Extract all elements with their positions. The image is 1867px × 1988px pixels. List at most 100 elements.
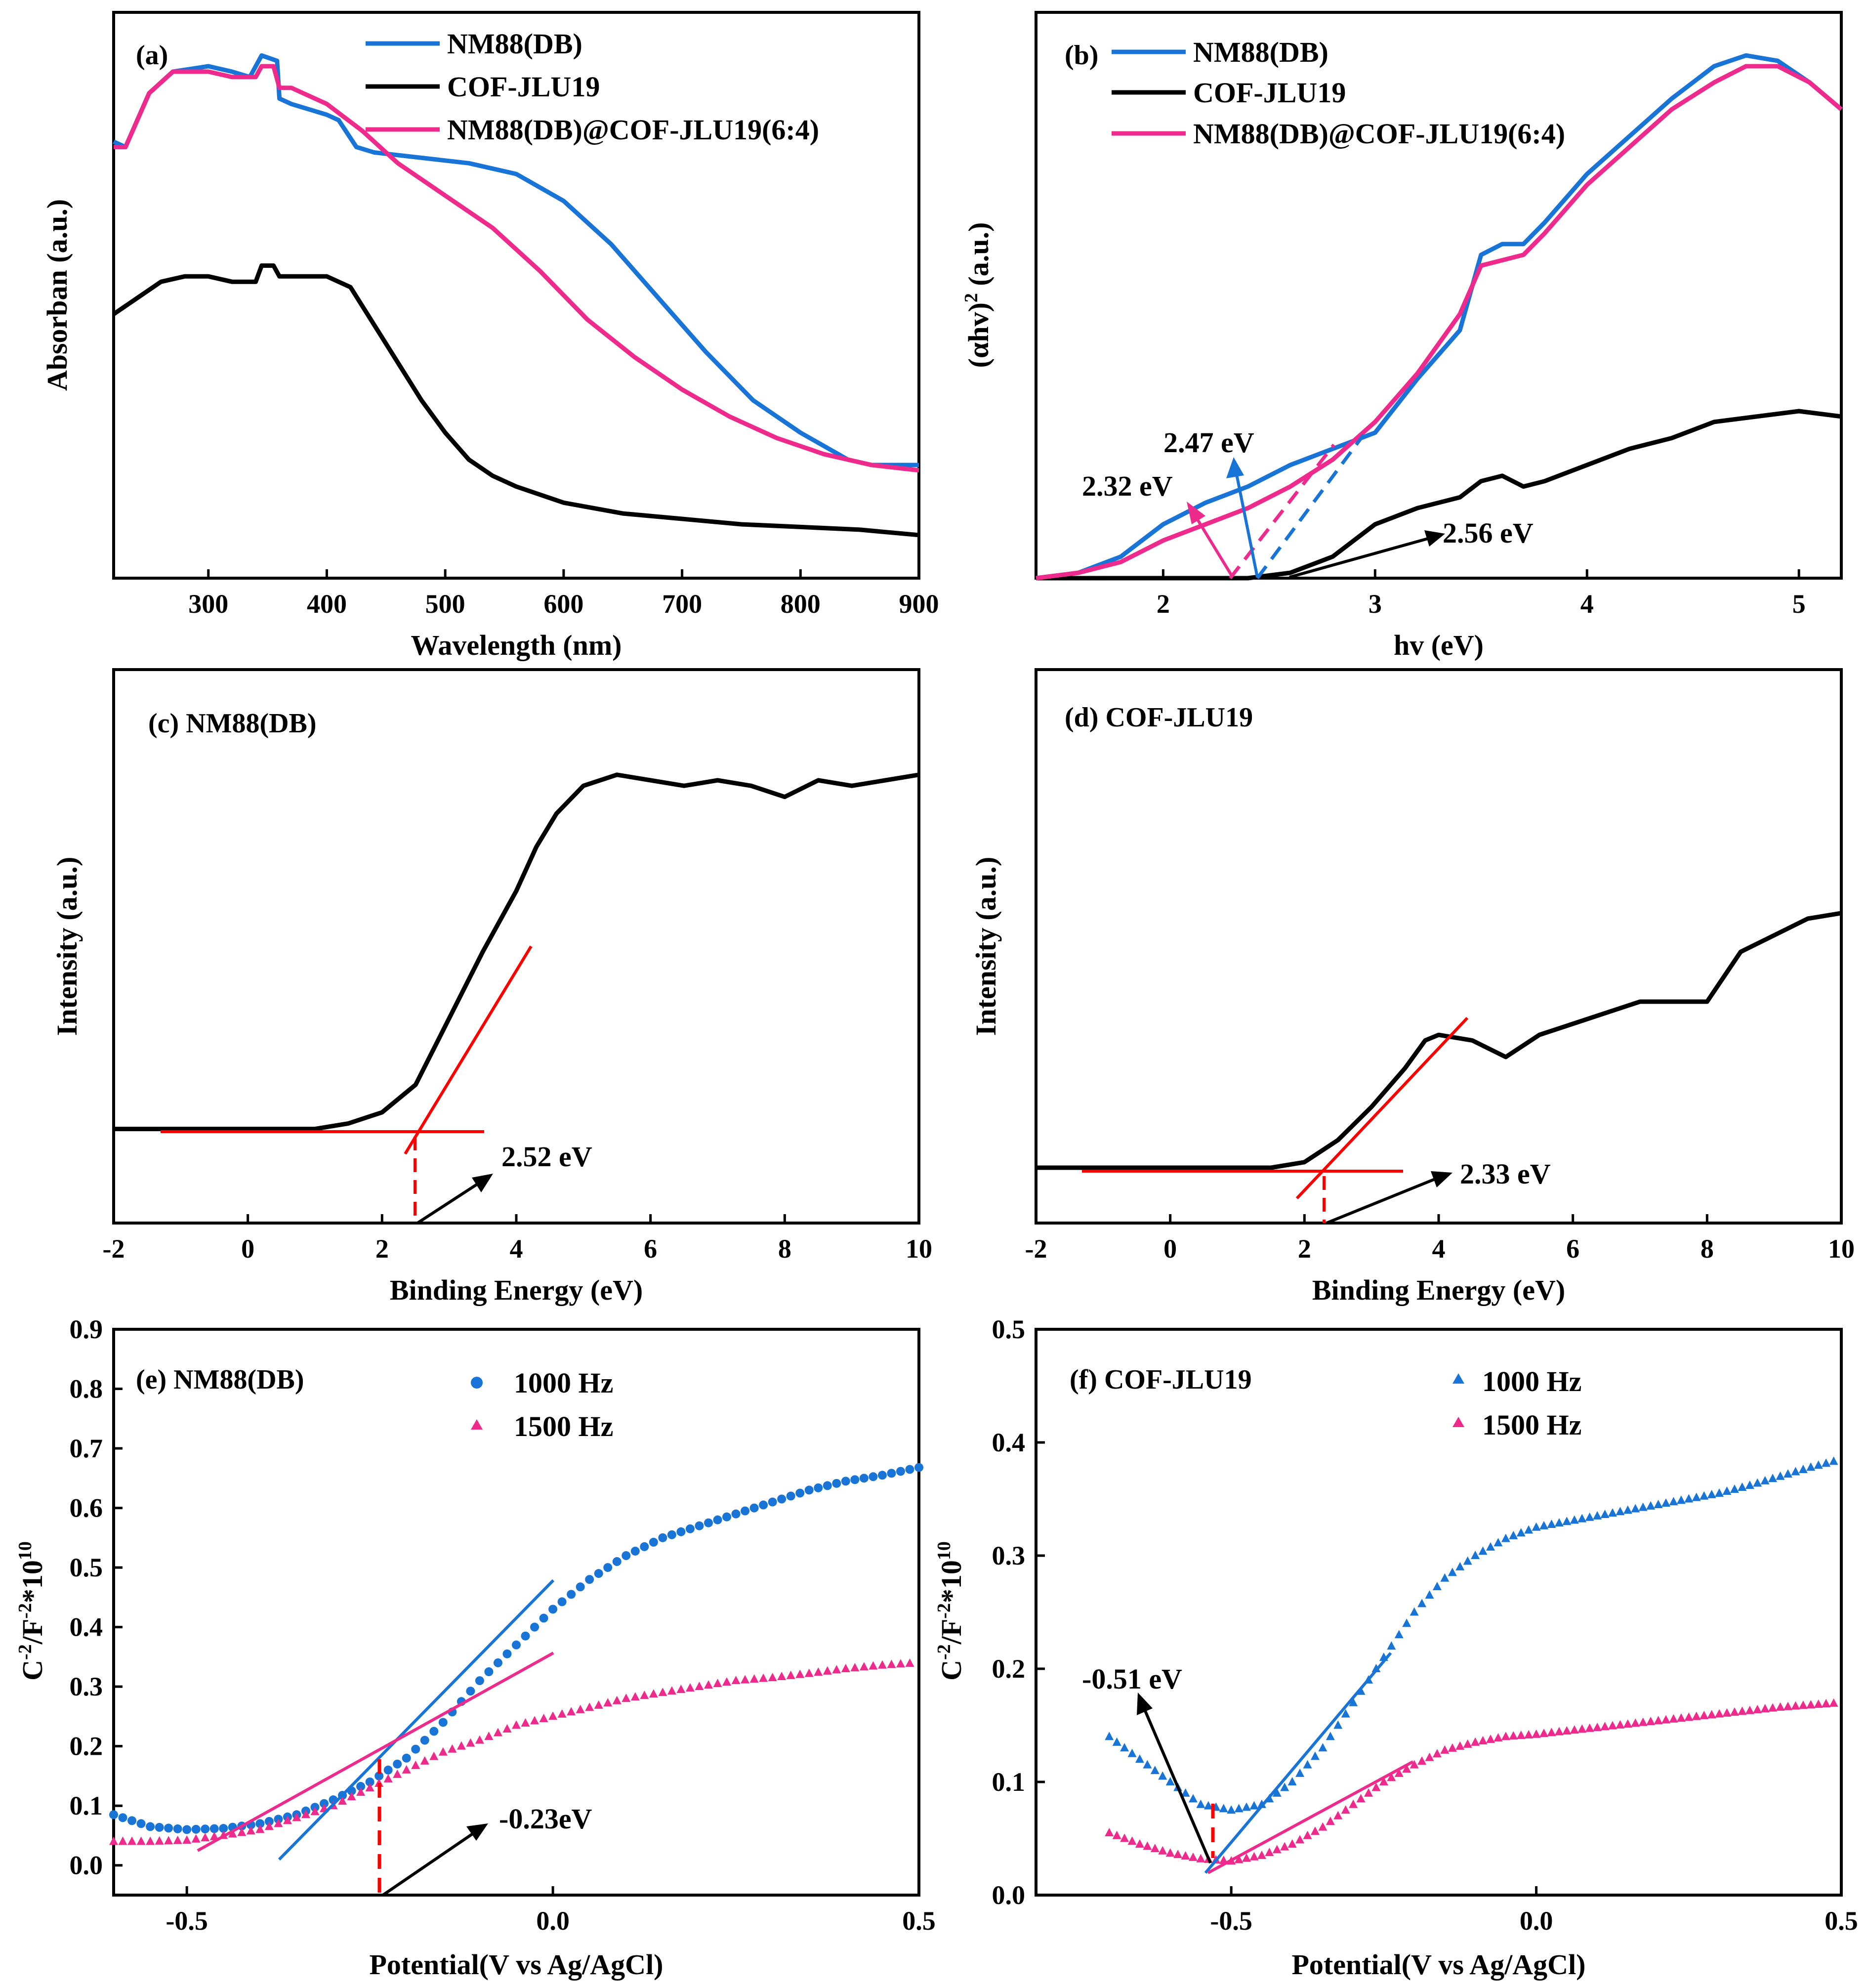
plot-frame [112,1328,920,1897]
marker [1150,1844,1160,1853]
x-tick-label: 4 [510,1234,523,1264]
marker [603,1563,613,1572]
marker [685,1524,695,1533]
marker [1303,1830,1312,1839]
y-tick-label: 0.2 [70,1732,103,1761]
marker [411,1760,420,1769]
series-1500-hz [109,1658,919,1845]
marker [795,1669,805,1678]
marker [429,1751,439,1760]
marker [1417,1599,1427,1607]
marker [1516,1731,1526,1739]
marker [1143,1841,1152,1850]
marker [1600,1509,1610,1518]
marker [466,1738,475,1747]
marker [749,1674,759,1683]
marker [164,1836,173,1845]
marker [438,1718,448,1727]
marker [1295,1835,1305,1844]
marker [814,1483,823,1492]
marker [777,1494,787,1504]
marker [1516,1528,1526,1537]
marker [1310,1751,1320,1760]
marker [1562,1726,1572,1734]
marker [1234,1855,1244,1863]
marker [1402,1618,1411,1627]
marker [1318,1822,1328,1831]
marker [557,1709,567,1718]
marker [877,1660,887,1669]
marker [1730,1707,1739,1716]
marker [1448,1567,1457,1576]
plot-frame [1035,11,1843,580]
x-axis-label: Binding Energy (eV) [390,1274,643,1306]
arrow-2.56 [1289,537,1428,579]
x-tick-label: 700 [662,589,702,619]
marker [1570,1515,1579,1524]
marker [557,1597,567,1607]
x-tick-label: 300 [188,589,228,619]
series-layer [114,772,919,1132]
y-axis-label: Intensity (a.u.) [51,857,83,1036]
x-tick-label: 4 [1432,1234,1446,1264]
marker [209,1824,219,1833]
marker [640,1691,649,1699]
marker [1425,1752,1434,1761]
marker [448,1744,457,1753]
marker [1593,1511,1602,1520]
series-1000-hz [1105,1456,1842,1814]
arrowhead-2.47 [1226,457,1244,478]
x-tick-label: 5 [1792,589,1806,619]
marker [859,1474,869,1483]
marker [1181,1788,1190,1797]
marker [484,1732,494,1740]
marker [127,1836,137,1845]
legend-label-1000hz: 1000 Hz [514,1367,613,1399]
tick-layer: -2 0 2 4 6 8 10 [1025,1214,1855,1264]
marker [484,1667,494,1677]
marker [1822,1698,1831,1707]
y-axis-label: Intensity (a.u.) [970,857,1002,1036]
x-tick-label: -0.5 [166,1906,207,1936]
marker [411,1744,420,1754]
y-tick-label: 0.4 [992,1428,1026,1457]
series-line-cof-jlu19 [112,263,919,538]
tick-layer: -0.5 0.0 0.5 0.0 0.1 0.2 0.3 0.4 0.5 0.6 0.7 0.8 0.9 [70,1314,936,1936]
marker [173,1824,182,1833]
panel-a: 300 400 500 600 700 800 900 (a) NM88(DB) COF-J… [41,11,939,661]
marker [567,1590,576,1599]
marker [1532,1522,1541,1531]
x-tick-label: 4 [1580,589,1594,619]
panel-b: 2 3 4 5 (b) NM88(DB) COF-JLU19 NM88(DB)@COF… [961,11,1843,661]
marker [804,1485,814,1495]
marker [658,1688,667,1696]
x-tick-label: 900 [899,589,939,619]
marker [255,1819,265,1828]
marker [1181,1851,1190,1860]
marker [1585,1723,1594,1732]
legend-label-composite: NM88(DB)@COF-JLU19(6:4) [447,114,819,146]
marker [1127,1748,1137,1757]
marker [877,1471,887,1480]
marker [1410,1607,1419,1616]
y-axis-label: C-2/F-2*1010 [934,1541,967,1681]
marker [237,1827,247,1836]
marker [1257,1850,1266,1859]
marker [1120,1833,1129,1842]
marker [749,1503,759,1513]
tick-layer: 2 3 4 5 [1157,569,1806,619]
marker [1280,1842,1289,1851]
x-tick-label: 6 [644,1234,657,1264]
y-tick-label: 0.3 [70,1672,103,1701]
marker [1349,1799,1358,1808]
marker [1669,1497,1678,1506]
marker [612,1557,622,1566]
marker [1654,1499,1663,1508]
marker [1700,1711,1709,1720]
marker [201,1824,210,1834]
x-axis-label: hv (eV) [1394,629,1484,661]
series-line-cof-jlu19 [1036,409,1842,581]
marker [228,1829,237,1838]
